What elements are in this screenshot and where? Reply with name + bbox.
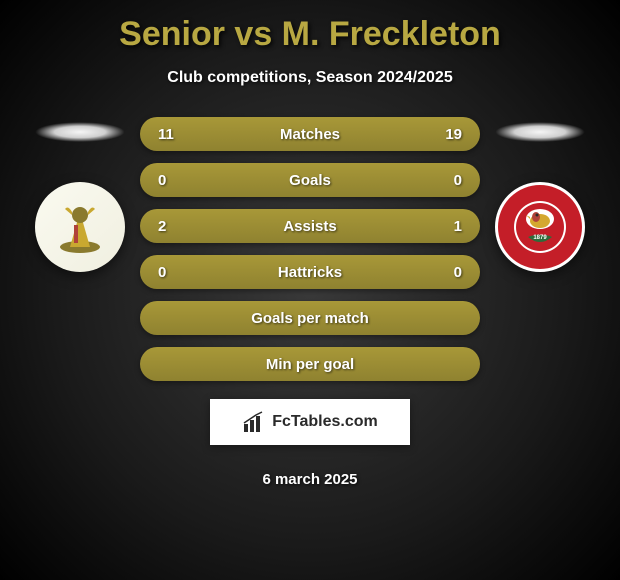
svg-text:1879: 1879 (533, 235, 547, 241)
viking-logo-icon (50, 197, 110, 257)
stat-right-value: 1 (422, 218, 462, 235)
team-logo-left (35, 182, 125, 272)
stat-label: Hattricks (198, 264, 422, 281)
team-logo-right: 1879 (495, 182, 585, 272)
stat-right-value: 19 (422, 126, 462, 143)
main-area: 11 Matches 19 0 Goals 0 2 Assists 1 0 Ha… (0, 117, 620, 488)
stat-left-value: 2 (158, 218, 198, 235)
stat-left-value: 0 (158, 172, 198, 189)
stat-label: Matches (198, 126, 422, 143)
stats-column: 11 Matches 19 0 Goals 0 2 Assists 1 0 Ha… (130, 117, 490, 488)
page-subtitle: Club competitions, Season 2024/2025 (167, 69, 452, 87)
stat-left-value: 0 (158, 264, 198, 281)
page-title: Senior vs M. Freckleton (119, 15, 501, 54)
main-container: Senior vs M. Freckleton Club competition… (0, 0, 620, 498)
stat-label: Min per goal (198, 356, 422, 373)
date-text: 6 march 2025 (262, 471, 357, 488)
stat-row-goals: 0 Goals 0 (140, 163, 480, 197)
stat-row-mpg: Min per goal (140, 347, 480, 381)
fctables-text: FcTables.com (272, 413, 378, 431)
robin-logo-icon: 1879 (510, 197, 570, 257)
right-column: 1879 (490, 117, 590, 272)
left-column (30, 117, 130, 272)
stat-row-assists: 2 Assists 1 (140, 209, 480, 243)
stat-label: Assists (198, 218, 422, 235)
stat-row-hattricks: 0 Hattricks 0 (140, 255, 480, 289)
chart-icon (242, 410, 266, 434)
stat-row-gpm: Goals per match (140, 301, 480, 335)
fctables-attribution: FcTables.com (210, 399, 410, 445)
stat-left-value: 11 (158, 126, 198, 143)
shadow-ellipse-left (35, 122, 125, 142)
stat-right-value: 0 (422, 264, 462, 281)
stat-row-matches: 11 Matches 19 (140, 117, 480, 151)
shadow-ellipse-right (495, 122, 585, 142)
stat-right-value: 0 (422, 172, 462, 189)
stat-label: Goals per match (198, 310, 422, 327)
stat-label: Goals (198, 172, 422, 189)
